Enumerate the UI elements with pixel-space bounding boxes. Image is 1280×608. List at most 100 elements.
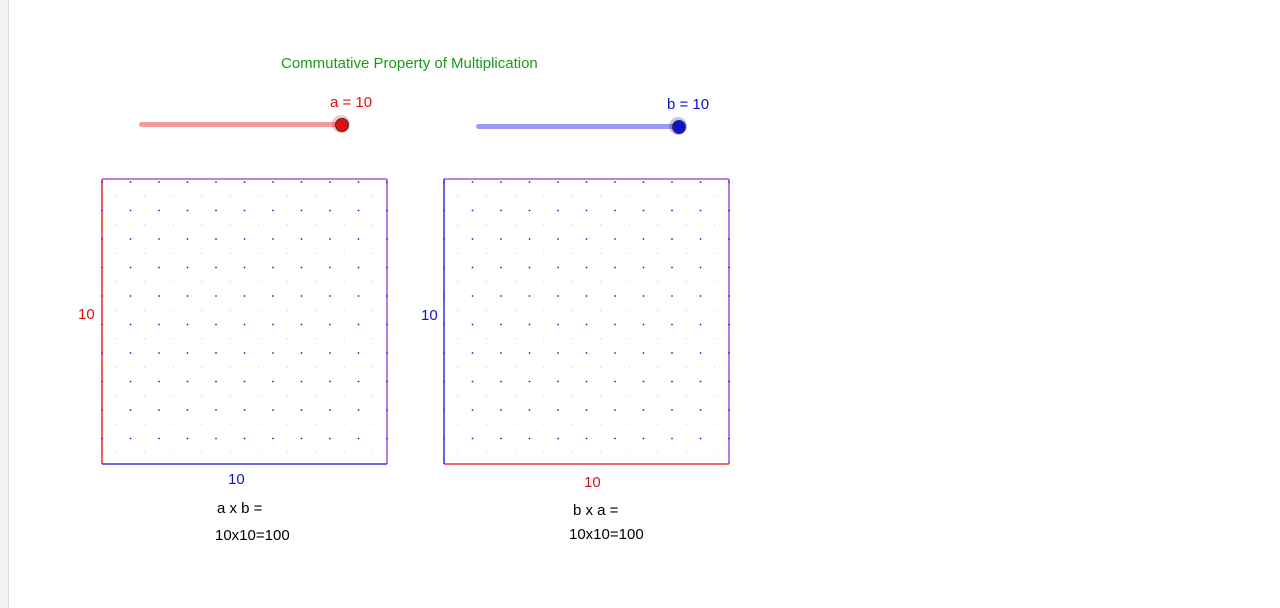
cell-center-dot xyxy=(685,451,688,454)
cell-center-dot xyxy=(257,337,260,340)
cell-center-dot xyxy=(143,280,146,283)
grid-dot xyxy=(671,181,673,183)
cell-center-dot xyxy=(172,309,175,312)
grid-dot xyxy=(243,295,246,297)
cell-center-dot xyxy=(713,280,716,283)
grid-dot xyxy=(300,409,303,411)
grid-dot xyxy=(101,295,103,297)
cell-center-dot xyxy=(314,195,317,198)
grid-dot xyxy=(443,437,445,440)
grid-dot xyxy=(443,352,445,354)
grid-dot xyxy=(215,181,217,183)
grid-dot xyxy=(443,323,445,326)
grid-dot xyxy=(528,380,531,383)
cell-center-dot xyxy=(200,423,203,426)
cell-center-dot xyxy=(485,423,488,426)
grid-dot xyxy=(158,266,160,269)
grid-dot xyxy=(215,238,217,240)
cell-center-dot xyxy=(343,252,346,255)
cell-center-dot xyxy=(628,309,631,312)
grid-dot xyxy=(357,380,360,383)
grid-dot xyxy=(557,380,559,383)
slider-a-track[interactable] xyxy=(139,122,343,127)
grid-dot xyxy=(243,380,246,383)
cell-center-dot xyxy=(172,337,175,340)
grid-dot xyxy=(728,295,730,297)
cell-center-dot xyxy=(571,366,574,369)
grid-dot xyxy=(243,323,246,326)
grid-dot xyxy=(585,352,588,354)
grid-dot xyxy=(557,238,559,240)
cell-center-dot xyxy=(371,195,374,198)
cell-center-dot xyxy=(229,337,232,340)
cell-center-dot xyxy=(457,309,460,312)
cell-center-dot xyxy=(371,451,374,454)
cell-center-dot xyxy=(685,366,688,369)
cell-center-dot xyxy=(713,252,716,255)
grid-dot xyxy=(671,380,673,383)
grid-dot xyxy=(642,437,645,440)
grid-dot xyxy=(443,181,445,183)
cell-center-dot xyxy=(599,280,602,283)
cell-center-dot xyxy=(628,195,631,198)
grid-dot xyxy=(186,238,189,240)
grid-dot xyxy=(642,409,645,411)
grid-dot xyxy=(300,437,303,440)
grid-dot xyxy=(186,209,189,212)
cell-center-dot xyxy=(571,309,574,312)
grid-dot xyxy=(500,209,502,212)
grid-dot xyxy=(243,409,246,411)
cell-center-dot xyxy=(286,337,289,340)
grid-dot xyxy=(443,238,445,240)
cell-center-dot xyxy=(628,252,631,255)
slider-b-handle[interactable] xyxy=(672,120,686,134)
grid-dot xyxy=(272,181,274,183)
grid-dot xyxy=(329,238,331,240)
grid-dot xyxy=(471,181,474,183)
cell-center-dot xyxy=(286,451,289,454)
grid-dot xyxy=(357,266,360,269)
cell-center-dot xyxy=(542,223,545,226)
cell-center-dot xyxy=(542,394,545,397)
cell-center-dot xyxy=(143,451,146,454)
cell-center-dot xyxy=(685,337,688,340)
grid-dot xyxy=(614,380,616,383)
grid-dot xyxy=(671,266,673,269)
grid-dot xyxy=(528,181,531,183)
grid-dot xyxy=(585,209,588,212)
cell-center-dot xyxy=(599,451,602,454)
slider-a-handle[interactable] xyxy=(335,118,349,132)
grid-dot xyxy=(528,266,531,269)
cell-center-dot xyxy=(286,423,289,426)
grid-dot xyxy=(671,323,673,326)
slider-b-track[interactable] xyxy=(476,124,680,129)
cell-center-dot xyxy=(115,280,118,283)
cell-center-dot xyxy=(542,195,545,198)
cell-center-dot xyxy=(115,195,118,198)
grid-dot xyxy=(329,181,331,183)
cell-center-dot xyxy=(571,423,574,426)
cell-center-dot xyxy=(599,337,602,340)
cell-center-dot xyxy=(314,366,317,369)
grid-dot xyxy=(357,295,360,297)
cell-center-dot xyxy=(599,195,602,198)
cell-center-dot xyxy=(685,252,688,255)
cell-center-dot xyxy=(371,394,374,397)
grid-dot xyxy=(500,295,502,297)
grid-dot xyxy=(728,181,730,183)
grid-dot xyxy=(557,409,559,411)
grid-dot xyxy=(699,323,702,326)
grid-dot xyxy=(728,352,730,354)
grid-dot xyxy=(614,352,616,354)
cell-center-dot xyxy=(143,394,146,397)
cell-center-dot xyxy=(599,366,602,369)
cell-center-dot xyxy=(115,223,118,226)
cell-center-dot xyxy=(286,195,289,198)
grid-dot xyxy=(357,209,360,212)
cell-center-dot xyxy=(713,223,716,226)
page-title: Commutative Property of Multiplication xyxy=(281,55,538,72)
grid-dot xyxy=(386,409,388,411)
cell-center-dot xyxy=(371,423,374,426)
cell-center-dot xyxy=(200,366,203,369)
cell-center-dot xyxy=(172,195,175,198)
